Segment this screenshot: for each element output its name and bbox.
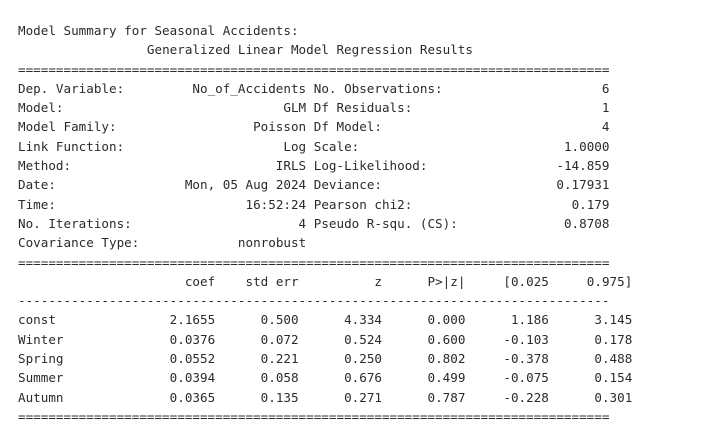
- info-label: Df Residuals:: [313, 100, 413, 116]
- info-label: Time:: [18, 196, 56, 212]
- coef-row-name: Summer: [18, 370, 64, 386]
- coef-value: 3.145: [594, 312, 633, 328]
- info-value: GLM: [283, 100, 307, 116]
- info-label: Model:: [18, 100, 64, 116]
- info-label: Pearson chi2:: [313, 196, 413, 212]
- info-label: Deviance:: [313, 177, 382, 193]
- coef-value: -0.228: [503, 389, 549, 405]
- model-summary-output: Model Summary for Seasonal Accidents: Ge…: [18, 21, 632, 426]
- summary-heading: Model Summary for Seasonal Accidents:: [18, 23, 299, 38]
- coef-value: -0.103: [503, 331, 549, 347]
- info-label: No. Observations:: [313, 80, 443, 96]
- info-value: 0.179: [571, 196, 610, 212]
- info-label: Covariance Type:: [18, 235, 140, 251]
- info-label: Pseudo R-squ. (CS):: [313, 215, 458, 231]
- info-label: Scale:: [313, 138, 360, 154]
- coef-row-name: Winter: [18, 331, 64, 347]
- info-value: 4: [601, 119, 610, 135]
- coef-value: 0.250: [344, 351, 383, 367]
- coef-header-1: std err: [245, 273, 299, 289]
- info-value: 0.17931: [556, 177, 610, 193]
- double-rule: ========================================…: [18, 61, 610, 77]
- info-label: Dep. Variable:: [18, 80, 125, 96]
- coef-value: 0.000: [427, 312, 466, 328]
- info-value: Mon, 05 Aug 2024: [184, 177, 307, 193]
- coef-row-name: const: [18, 312, 56, 328]
- info-label: No. Iterations:: [18, 215, 132, 231]
- coef-header-3: P>|z|: [427, 273, 466, 289]
- coef-header-5: 0.975]: [586, 273, 633, 289]
- coef-header-2: z: [374, 273, 383, 289]
- coef-value: 0.0552: [169, 351, 216, 367]
- info-label: Link Function:: [18, 138, 125, 154]
- info-label: Df Model:: [313, 119, 382, 135]
- coef-header-0: coef: [184, 273, 216, 289]
- coef-row-name: Spring: [18, 351, 64, 367]
- coef-value: 0.058: [260, 370, 299, 386]
- coef-value: 0.271: [344, 389, 383, 405]
- single-rule: ----------------------------------------…: [18, 293, 610, 309]
- coef-value: 0.676: [344, 370, 383, 386]
- coef-value: 0.787: [427, 389, 466, 405]
- summary-title: Generalized Linear Model Regression Resu…: [146, 42, 473, 58]
- coef-header-4: [0.025: [503, 273, 549, 289]
- info-value: Log: [283, 138, 307, 154]
- coef-value: 0.072: [260, 331, 299, 347]
- coef-value: 0.0394: [169, 370, 216, 386]
- info-label: Model Family:: [18, 119, 117, 135]
- info-value: 6: [601, 80, 610, 96]
- info-value: -14.859: [556, 158, 610, 174]
- info-label: Date:: [18, 177, 56, 193]
- info-value: 0.8708: [563, 215, 610, 231]
- coef-value: 0.500: [260, 312, 299, 328]
- coef-value: 0.802: [427, 351, 466, 367]
- coef-value: 1.186: [510, 312, 549, 328]
- info-value: 1.0000: [563, 138, 610, 154]
- double-rule: ========================================…: [18, 408, 610, 424]
- info-value: IRLS: [275, 158, 307, 174]
- info-label: Method:: [18, 158, 72, 174]
- coef-value: 0.600: [427, 331, 466, 347]
- coef-row-name: Autumn: [18, 389, 64, 405]
- info-value: 16:52:24: [245, 196, 307, 212]
- coef-value: 0.178: [594, 331, 633, 347]
- double-rule: ========================================…: [18, 254, 610, 270]
- coef-value: 0.154: [594, 370, 633, 386]
- info-value: nonrobust: [237, 235, 307, 251]
- coef-value: 4.334: [344, 312, 383, 328]
- info-value: Poisson: [253, 119, 307, 135]
- coef-value: 0.488: [594, 351, 633, 367]
- coef-value: 0.524: [344, 331, 383, 347]
- coef-value: 0.0376: [169, 331, 216, 347]
- info-value: No_of_Accidents: [192, 80, 307, 96]
- coef-value: 0.499: [427, 370, 466, 386]
- info-value: 1: [601, 100, 610, 116]
- coef-value: 0.301: [594, 389, 633, 405]
- coef-value: -0.378: [503, 351, 549, 367]
- coef-value: 0.0365: [169, 389, 216, 405]
- coef-value: -0.075: [503, 370, 549, 386]
- coef-value: 0.135: [260, 389, 299, 405]
- coef-value: 2.1655: [169, 312, 216, 328]
- coef-value: 0.221: [260, 351, 299, 367]
- info-value: 4: [298, 215, 307, 231]
- info-label: Log-Likelihood:: [313, 158, 428, 174]
